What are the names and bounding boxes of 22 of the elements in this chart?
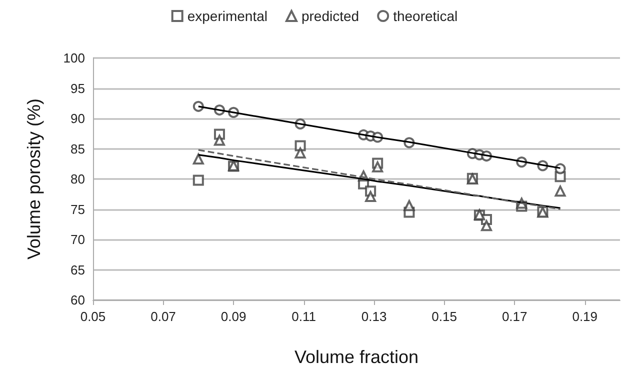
y-tick-label: 95 [70,80,85,96]
y-tick-label: 85 [70,141,85,156]
x-tick-label: 0.07 [150,309,176,324]
legend-label: theoretical [393,8,458,24]
x-tick-label: 0.17 [502,309,528,324]
legend-label: predicted [301,8,360,24]
y-tick-label: 80 [70,172,85,186]
y-tick-label: 60 [70,292,85,308]
y-tick-label: 90 [70,111,85,126]
y-tick-label: 70 [70,232,85,247]
x-tick-label: 0.13 [361,309,387,324]
y-tick-label: 65 [70,262,85,278]
y-tick-label: 100 [63,50,85,66]
x-tick-label: 0.19 [572,309,598,324]
y-axis-title: Volume porosity (%) [24,98,44,260]
x-tick-label: 0.09 [220,309,246,324]
x-tick-label: 0.05 [80,309,106,324]
legend-label: experimental [187,8,268,24]
x-tick-label: 0.15 [432,309,457,324]
y-tick-label: 75 [70,202,85,217]
x-axis-title: Volume fraction [294,347,419,367]
x-tick-label: 0.11 [292,309,316,324]
